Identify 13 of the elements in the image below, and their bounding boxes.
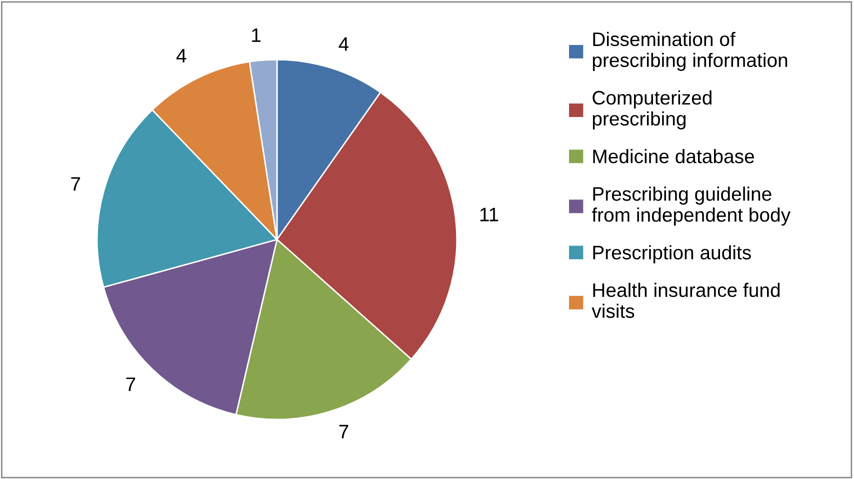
- legend-label: Health insurance fund visits: [592, 282, 780, 318]
- legend-label: Computerized prescribing: [592, 90, 712, 130]
- data-label: 1: [252, 28, 260, 42]
- data-label: 7: [71, 177, 80, 191]
- data-label: 7: [339, 424, 348, 438]
- legend-label: Prescription audits: [593, 245, 751, 264]
- data-label: 4: [176, 49, 186, 62]
- legend-label: Prescribing guideline from independent body: [592, 186, 791, 226]
- data-label: 4: [338, 37, 349, 51]
- legend-label: Dissemination of prescribing information: [592, 32, 788, 71]
- data-label: 11: [480, 208, 498, 222]
- legend-label: Medicine database: [593, 149, 754, 164]
- data-label: 7: [126, 378, 136, 391]
